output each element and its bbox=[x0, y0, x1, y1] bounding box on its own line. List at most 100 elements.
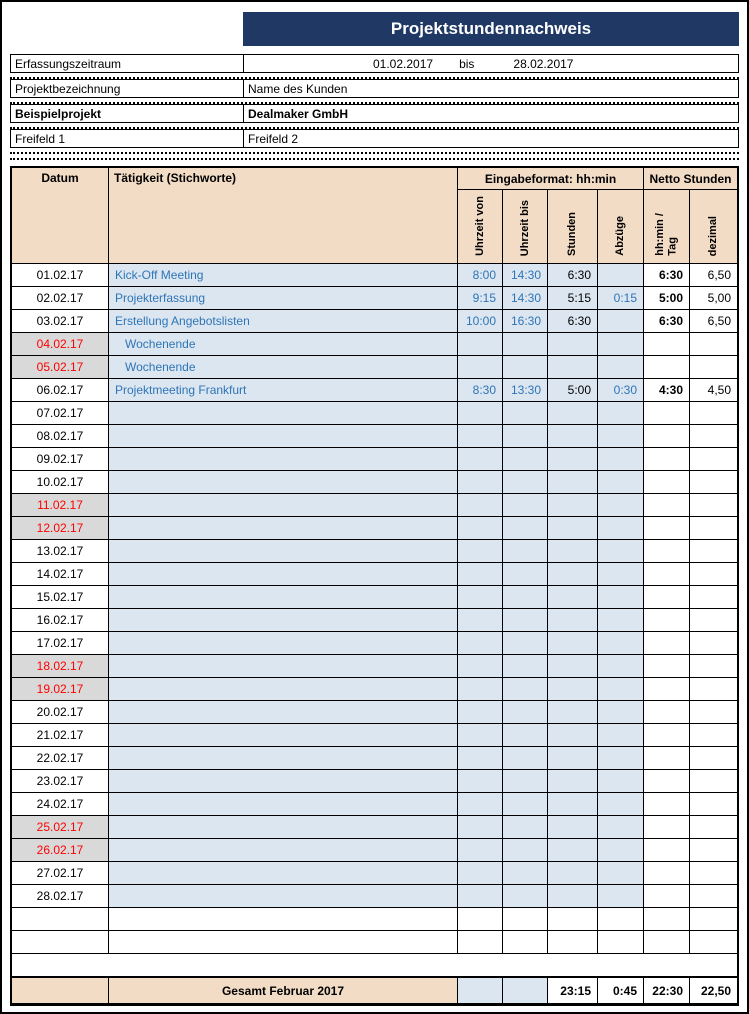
hours-cell[interactable] bbox=[548, 724, 598, 747]
net-hhmm-cell[interactable] bbox=[644, 517, 690, 540]
deduction-cell[interactable] bbox=[598, 310, 644, 333]
end-time-cell[interactable] bbox=[503, 333, 548, 356]
net-hhmm-cell[interactable] bbox=[644, 793, 690, 816]
net-hhmm-cell[interactable]: 5:00 bbox=[644, 287, 690, 310]
net-hhmm-cell[interactable] bbox=[644, 770, 690, 793]
net-decimal-cell[interactable] bbox=[690, 563, 737, 586]
date-cell[interactable]: 17.02.17 bbox=[12, 632, 109, 655]
net-decimal-cell[interactable] bbox=[690, 517, 737, 540]
activity-cell[interactable] bbox=[109, 908, 458, 931]
deduction-cell[interactable] bbox=[598, 816, 644, 839]
hours-cell[interactable] bbox=[548, 793, 598, 816]
deduction-cell[interactable] bbox=[598, 356, 644, 379]
date-cell[interactable]: 24.02.17 bbox=[12, 793, 109, 816]
net-decimal-cell[interactable] bbox=[690, 540, 737, 563]
date-cell[interactable]: 02.02.17 bbox=[12, 287, 109, 310]
net-decimal-cell[interactable] bbox=[690, 655, 737, 678]
date-cell[interactable]: 07.02.17 bbox=[12, 402, 109, 425]
end-time-cell[interactable] bbox=[503, 356, 548, 379]
customer-name-field[interactable]: Dealmaker GmbH bbox=[244, 105, 738, 122]
net-hhmm-cell[interactable] bbox=[644, 425, 690, 448]
start-time-cell[interactable] bbox=[458, 931, 503, 954]
deduction-cell[interactable] bbox=[598, 402, 644, 425]
start-time-cell[interactable] bbox=[458, 517, 503, 540]
net-decimal-cell[interactable] bbox=[690, 816, 737, 839]
start-time-cell[interactable]: 8:00 bbox=[458, 264, 503, 287]
date-cell[interactable]: 15.02.17 bbox=[12, 586, 109, 609]
hours-cell[interactable] bbox=[548, 908, 598, 931]
net-hhmm-cell[interactable] bbox=[644, 885, 690, 908]
hours-cell[interactable] bbox=[548, 678, 598, 701]
activity-cell[interactable] bbox=[109, 655, 458, 678]
end-time-cell[interactable] bbox=[503, 862, 548, 885]
net-hhmm-cell[interactable] bbox=[644, 333, 690, 356]
hours-cell[interactable]: 5:15 bbox=[548, 287, 598, 310]
start-time-cell[interactable] bbox=[458, 402, 503, 425]
activity-cell[interactable] bbox=[109, 471, 458, 494]
hours-cell[interactable] bbox=[548, 333, 598, 356]
deduction-cell[interactable] bbox=[598, 678, 644, 701]
project-name-field[interactable]: Name des Kunden bbox=[244, 80, 738, 97]
net-decimal-cell[interactable] bbox=[690, 770, 737, 793]
end-time-cell[interactable]: 16:30 bbox=[503, 310, 548, 333]
end-time-cell[interactable] bbox=[503, 747, 548, 770]
net-decimal-cell[interactable] bbox=[690, 885, 737, 908]
net-decimal-cell[interactable] bbox=[690, 747, 737, 770]
net-decimal-cell[interactable] bbox=[690, 793, 737, 816]
period-end-field[interactable]: 28.02.2017 bbox=[513, 56, 574, 71]
net-hhmm-cell[interactable] bbox=[644, 839, 690, 862]
deduction-cell[interactable] bbox=[598, 793, 644, 816]
activity-cell[interactable] bbox=[109, 885, 458, 908]
hours-cell[interactable] bbox=[548, 839, 598, 862]
net-hhmm-cell[interactable] bbox=[644, 655, 690, 678]
end-time-cell[interactable] bbox=[503, 540, 548, 563]
deduction-cell[interactable] bbox=[598, 540, 644, 563]
date-cell[interactable]: 22.02.17 bbox=[12, 747, 109, 770]
freifeld2-field[interactable]: Freifeld 2 bbox=[244, 130, 738, 147]
date-cell[interactable]: 13.02.17 bbox=[12, 540, 109, 563]
date-cell[interactable]: 20.02.17 bbox=[12, 701, 109, 724]
start-time-cell[interactable] bbox=[458, 471, 503, 494]
net-hhmm-cell[interactable] bbox=[644, 448, 690, 471]
hours-cell[interactable] bbox=[548, 356, 598, 379]
end-time-cell[interactable] bbox=[503, 655, 548, 678]
net-hhmm-cell[interactable] bbox=[644, 586, 690, 609]
activity-cell[interactable]: Kick-Off Meeting bbox=[109, 264, 458, 287]
end-time-cell[interactable] bbox=[503, 448, 548, 471]
hours-cell[interactable] bbox=[548, 586, 598, 609]
net-decimal-cell[interactable] bbox=[690, 609, 737, 632]
hours-cell[interactable] bbox=[548, 425, 598, 448]
deduction-cell[interactable] bbox=[598, 517, 644, 540]
date-cell[interactable]: 23.02.17 bbox=[12, 770, 109, 793]
net-hhmm-cell[interactable] bbox=[644, 931, 690, 954]
hours-cell[interactable] bbox=[548, 655, 598, 678]
start-time-cell[interactable] bbox=[458, 908, 503, 931]
deduction-cell[interactable] bbox=[598, 586, 644, 609]
deduction-cell[interactable]: 0:15 bbox=[598, 287, 644, 310]
net-hhmm-cell[interactable] bbox=[644, 494, 690, 517]
start-time-cell[interactable] bbox=[458, 839, 503, 862]
activity-cell[interactable] bbox=[109, 517, 458, 540]
date-cell[interactable]: 27.02.17 bbox=[12, 862, 109, 885]
deduction-cell[interactable] bbox=[598, 655, 644, 678]
activity-cell[interactable] bbox=[109, 770, 458, 793]
net-decimal-cell[interactable] bbox=[690, 494, 737, 517]
hours-cell[interactable] bbox=[548, 517, 598, 540]
net-hhmm-cell[interactable] bbox=[644, 632, 690, 655]
end-time-cell[interactable] bbox=[503, 609, 548, 632]
start-time-cell[interactable] bbox=[458, 494, 503, 517]
hours-cell[interactable]: 5:00 bbox=[548, 379, 598, 402]
end-time-cell[interactable] bbox=[503, 724, 548, 747]
net-decimal-cell[interactable] bbox=[690, 862, 737, 885]
net-hhmm-cell[interactable]: 4:30 bbox=[644, 379, 690, 402]
net-decimal-cell[interactable]: 6,50 bbox=[690, 264, 737, 287]
deduction-cell[interactable] bbox=[598, 264, 644, 287]
net-hhmm-cell[interactable] bbox=[644, 471, 690, 494]
deduction-cell[interactable] bbox=[598, 609, 644, 632]
net-hhmm-cell[interactable] bbox=[644, 862, 690, 885]
net-hhmm-cell[interactable] bbox=[644, 816, 690, 839]
hours-cell[interactable] bbox=[548, 494, 598, 517]
date-cell[interactable]: 18.02.17 bbox=[12, 655, 109, 678]
date-cell[interactable]: 25.02.17 bbox=[12, 816, 109, 839]
net-hhmm-cell[interactable] bbox=[644, 609, 690, 632]
